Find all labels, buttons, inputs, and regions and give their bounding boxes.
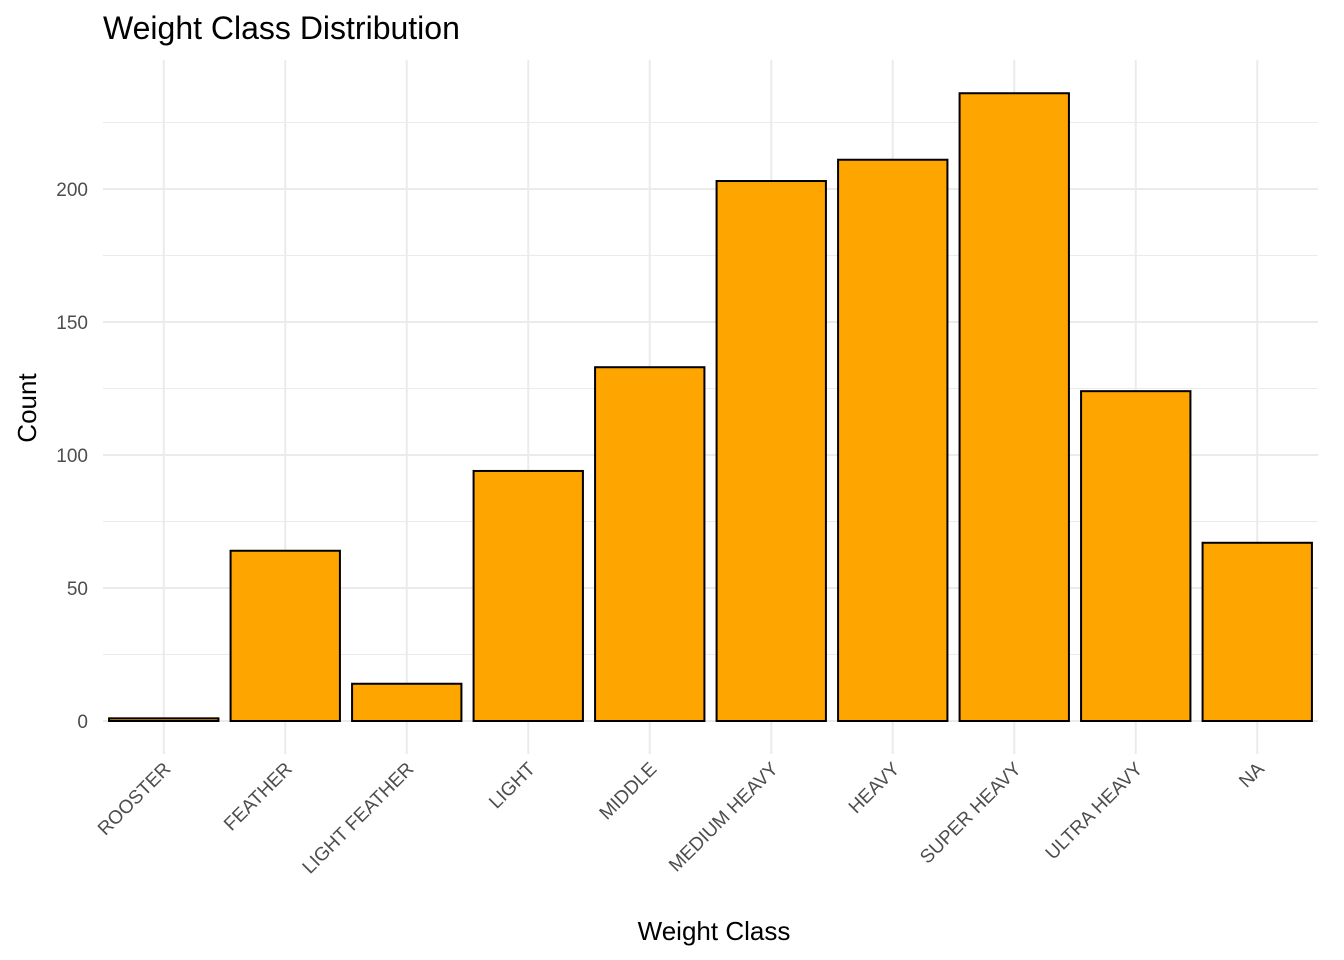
bar-medium-heavy <box>715 180 827 722</box>
y-axis-title: Count <box>12 373 42 443</box>
bar-rooster <box>108 717 220 723</box>
bar-light <box>472 469 584 722</box>
bars <box>108 92 1313 723</box>
y-tick-label: 0 <box>77 712 88 733</box>
x-tick-label: HEAVY <box>845 758 905 818</box>
bar-ultra-heavy <box>1080 390 1192 722</box>
x-tick-label: SUPER HEAVY <box>916 758 1026 868</box>
x-tick-label: LIGHT FEATHER <box>299 759 419 879</box>
bar-light-feather <box>351 682 463 723</box>
x-tick-label: MIDDLE <box>596 759 662 825</box>
x-tick-label: ROOSTER <box>94 759 175 840</box>
x-tick-label: FEATHER <box>220 759 297 836</box>
bar-feather <box>229 549 341 723</box>
chart-title: Weight Class Distribution <box>103 10 460 46</box>
x-tick-label: LIGHT <box>485 758 540 813</box>
bar-super-heavy <box>958 92 1070 723</box>
x-tick-label: NA <box>1235 758 1269 792</box>
x-tick-label: ULTRA HEAVY <box>1042 758 1148 864</box>
y-tick-label: 200 <box>56 180 88 201</box>
bar-heavy <box>837 158 949 723</box>
y-tick-label: 100 <box>56 446 88 467</box>
bar-middle <box>594 366 706 722</box>
y-axis-ticks: 0 50 100 150 200 <box>56 180 88 733</box>
y-tick-label: 50 <box>67 579 88 600</box>
x-axis-title: Weight Class <box>638 916 791 946</box>
x-tick-label: MEDIUM HEAVY <box>665 758 783 876</box>
bar-na <box>1201 541 1313 723</box>
x-axis-ticks: ROOSTER FEATHER LIGHT FEATHER LIGHT MIDDLE ME… <box>94 758 1269 878</box>
y-tick-label: 150 <box>56 313 88 334</box>
